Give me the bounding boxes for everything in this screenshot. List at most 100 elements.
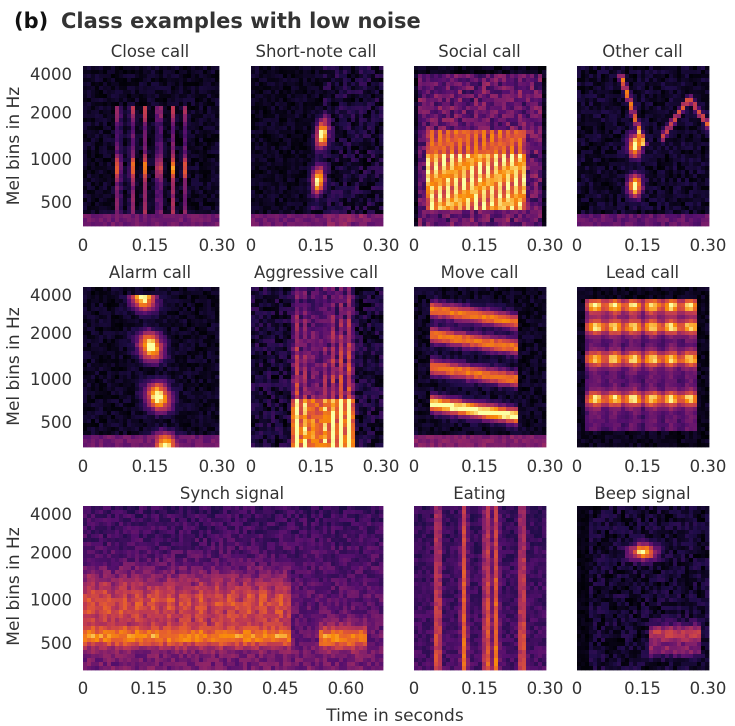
heatmap-cell xyxy=(629,178,634,183)
heatmap-cell xyxy=(597,166,602,171)
heatmap-cell xyxy=(319,134,324,139)
heatmap-cell xyxy=(295,74,300,79)
heatmap-cell xyxy=(351,118,356,123)
heatmap-cell xyxy=(143,118,148,123)
heatmap-cell xyxy=(215,214,220,219)
heatmap-cell xyxy=(613,94,618,99)
heatmap-cell xyxy=(279,146,284,151)
heatmap-cell xyxy=(462,214,467,219)
heatmap-cell xyxy=(681,66,686,71)
heatmap-cell xyxy=(95,186,100,191)
heatmap-cell xyxy=(211,90,216,95)
heatmap-cell xyxy=(135,130,140,135)
heatmap-cell xyxy=(159,202,164,207)
panel-title: Short-note call xyxy=(255,42,376,61)
heatmap-cell xyxy=(538,166,543,171)
heatmap-cell xyxy=(474,162,479,167)
heatmap-cell xyxy=(633,142,638,147)
heatmap-cell xyxy=(653,90,658,95)
heatmap-cell xyxy=(83,158,88,163)
heatmap-cell xyxy=(514,154,519,159)
heatmap-cell xyxy=(147,190,152,195)
heatmap-cell xyxy=(649,78,654,83)
heatmap-cell xyxy=(526,102,531,107)
heatmap-cell xyxy=(601,178,606,183)
heatmap-cell xyxy=(661,110,666,115)
heatmap-cell xyxy=(271,94,276,99)
heatmap-cell xyxy=(347,146,352,151)
heatmap-cell xyxy=(271,82,276,87)
heatmap-cell xyxy=(147,214,152,219)
heatmap-cell xyxy=(589,94,594,99)
heatmap-cell xyxy=(183,214,188,219)
heatmap-cell xyxy=(506,214,511,219)
heatmap-cell xyxy=(255,186,260,191)
heatmap-cell xyxy=(625,86,630,91)
heatmap-cell xyxy=(215,110,220,115)
heatmap-cell xyxy=(211,122,216,127)
heatmap-cell xyxy=(295,122,300,127)
heatmap-cell xyxy=(502,158,507,163)
heatmap-cell xyxy=(207,138,212,143)
heatmap-cell xyxy=(701,122,706,127)
heatmap-cell xyxy=(534,162,539,167)
heatmap-cell xyxy=(605,94,610,99)
heatmap-cell xyxy=(446,118,451,123)
heatmap-cell xyxy=(311,98,316,103)
heatmap-cell xyxy=(355,98,360,103)
heatmap-cell xyxy=(107,66,112,71)
heatmap-cell xyxy=(617,74,622,79)
heatmap-cell xyxy=(315,142,320,147)
heatmap-cell xyxy=(434,158,439,163)
heatmap-cell xyxy=(589,118,594,123)
heatmap-cell xyxy=(494,182,499,187)
heatmap-cell xyxy=(625,150,630,155)
heatmap-cell xyxy=(199,134,204,139)
heatmap-cell xyxy=(123,114,128,119)
heatmap-cell xyxy=(347,150,352,155)
heatmap-cell xyxy=(490,134,495,139)
heatmap-cell xyxy=(175,110,180,115)
heatmap-cell xyxy=(183,82,188,87)
heatmap-cell xyxy=(629,110,634,115)
heatmap-cell xyxy=(414,222,419,227)
heatmap-cell xyxy=(426,122,431,127)
heatmap-cell xyxy=(434,86,439,91)
heatmap-cell xyxy=(494,94,499,99)
heatmap-cell xyxy=(697,134,702,139)
heatmap-cell xyxy=(534,118,539,123)
heatmap-cell xyxy=(167,110,172,115)
heatmap-cell xyxy=(115,222,120,227)
heatmap-cell xyxy=(351,206,356,211)
heatmap-cell xyxy=(99,114,104,119)
heatmap-cell xyxy=(442,114,447,119)
heatmap-cell xyxy=(681,106,686,111)
heatmap-cell xyxy=(167,142,172,147)
heatmap-cell xyxy=(323,202,328,207)
heatmap-cell xyxy=(295,130,300,135)
heatmap-cell xyxy=(91,178,96,183)
heatmap-cell xyxy=(498,122,503,127)
heatmap-cell xyxy=(263,194,268,199)
heatmap-cell xyxy=(518,106,523,111)
heatmap-cell xyxy=(462,158,467,163)
heatmap-cell xyxy=(633,86,638,91)
heatmap-cell xyxy=(538,138,543,143)
heatmap-cell xyxy=(379,154,384,159)
heatmap-cell xyxy=(199,94,204,99)
heatmap-cell xyxy=(605,66,610,71)
heatmap-cell xyxy=(367,118,372,123)
heatmap-cell xyxy=(593,98,598,103)
heatmap-cell xyxy=(621,102,626,107)
heatmap-cell xyxy=(307,210,312,215)
heatmap-cell xyxy=(673,162,678,167)
heatmap-cell xyxy=(215,130,220,135)
heatmap-cell xyxy=(319,102,324,107)
heatmap-cell xyxy=(359,122,364,127)
heatmap-cell xyxy=(151,138,156,143)
heatmap-cell xyxy=(259,186,264,191)
heatmap-cell xyxy=(299,186,304,191)
heatmap-cell xyxy=(315,178,320,183)
heatmap-cell xyxy=(291,130,296,135)
heatmap-cell xyxy=(482,98,487,103)
